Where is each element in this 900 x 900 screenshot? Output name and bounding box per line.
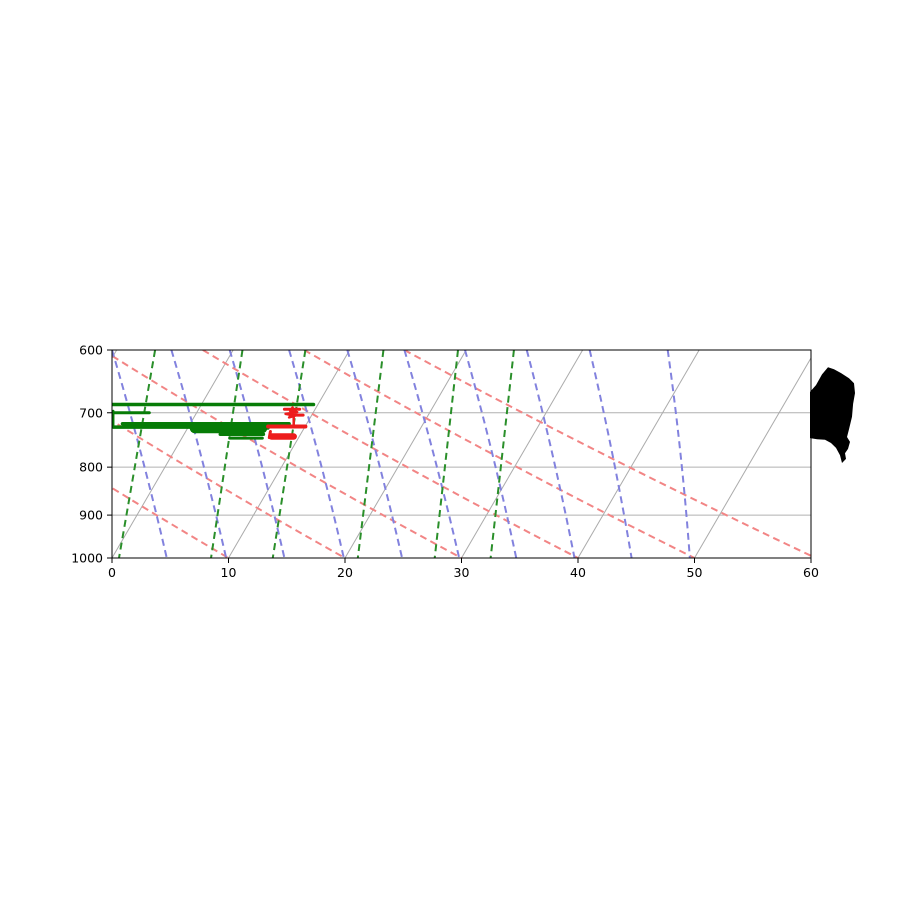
- x-tick-label: 40: [570, 565, 586, 580]
- y-tick-label: 600: [79, 343, 103, 358]
- temperature-trace: [266, 406, 308, 440]
- dewpoint-trace: [112, 402, 316, 440]
- x-tick-label: 10: [221, 565, 237, 580]
- isotherms: [112, 350, 811, 558]
- x-tick-label: 50: [687, 565, 703, 580]
- mixing-ratio-lines: [118, 350, 515, 558]
- y-tick-label: 1000: [71, 551, 103, 566]
- dry-adiabats: [112, 350, 811, 558]
- plot-area: [112, 350, 811, 558]
- axis-ticks: [107, 349, 812, 563]
- pressure-gridlines: [112, 412, 811, 516]
- x-tick-label: 60: [803, 565, 819, 580]
- axis-tick-labels: 0 10 20 30 40 50 60 600 700 800 900 1000: [71, 343, 819, 581]
- y-tick-label: 800: [79, 460, 103, 475]
- moist-adiabats: [112, 350, 691, 558]
- x-tick-label: 0: [108, 565, 116, 580]
- wind-barbs-cluster: [810, 367, 855, 463]
- axes-spines: [111, 349, 812, 559]
- x-tick-label: 30: [454, 565, 470, 580]
- y-tick-label: 900: [79, 508, 103, 523]
- y-tick-label: 700: [79, 405, 103, 420]
- x-tick-label: 20: [337, 565, 353, 580]
